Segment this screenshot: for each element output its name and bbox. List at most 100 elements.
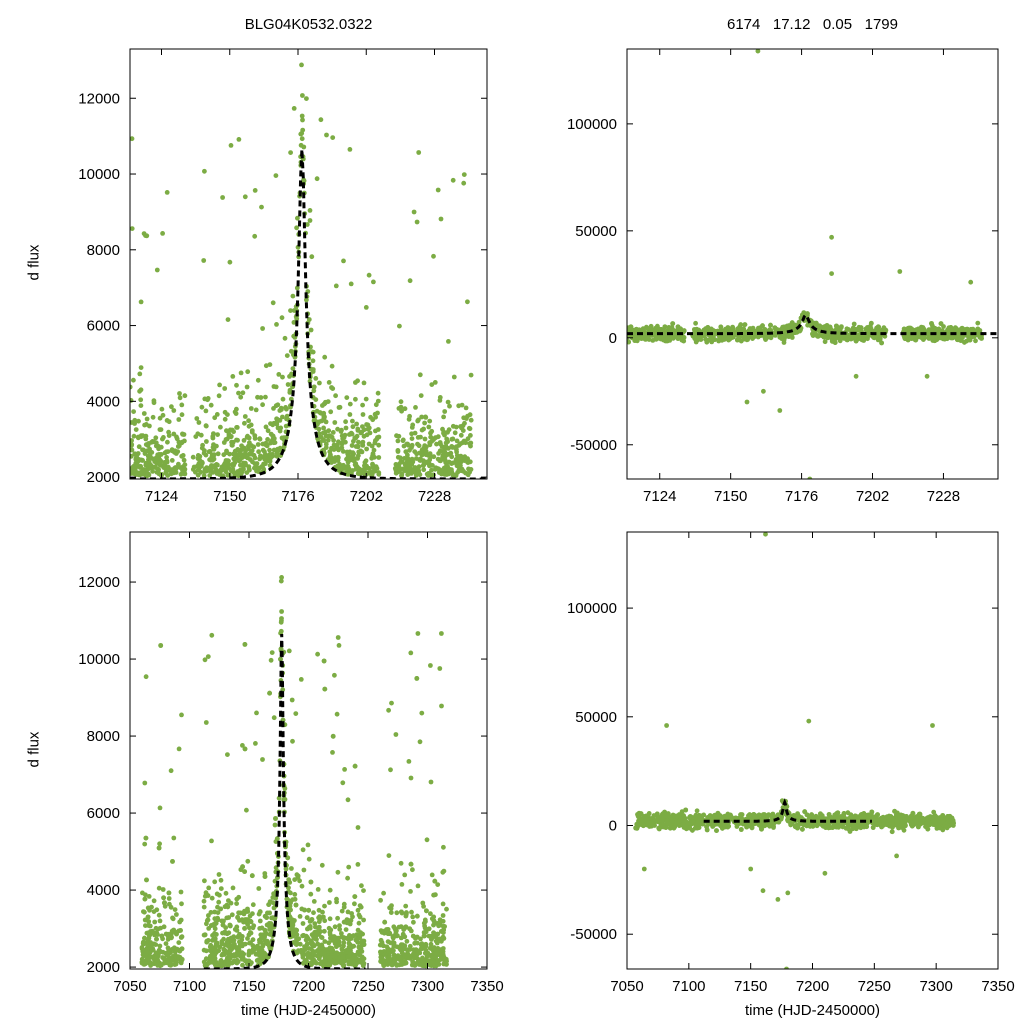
data-point xyxy=(389,700,394,706)
data-point xyxy=(131,409,137,414)
plot-area-bottom-right xyxy=(633,532,956,969)
series-photometry-bottom-right xyxy=(633,532,956,969)
data-point xyxy=(274,322,279,327)
data-point xyxy=(234,406,239,412)
data-point xyxy=(310,358,316,364)
data-point xyxy=(964,327,970,333)
data-point xyxy=(450,177,456,183)
data-point xyxy=(321,949,327,954)
data-point xyxy=(401,443,407,449)
data-point xyxy=(226,461,231,467)
data-point xyxy=(330,948,336,953)
chart-bottom-right: 7050 7100 7150 7200 7250 7300 7350-50000050000… xyxy=(567,531,1015,995)
data-point xyxy=(295,215,300,221)
data-point xyxy=(316,426,322,432)
data-point xyxy=(220,930,225,936)
data-point xyxy=(359,949,365,954)
data-point xyxy=(439,444,445,449)
data-point xyxy=(226,898,231,903)
data-point xyxy=(259,935,265,941)
data-point xyxy=(180,431,185,437)
data-point xyxy=(335,463,341,469)
data-point xyxy=(441,451,446,457)
data-point xyxy=(359,883,364,889)
data-point xyxy=(260,326,265,331)
data-point xyxy=(342,432,348,438)
data-point xyxy=(424,908,429,914)
data-point xyxy=(429,439,435,444)
data-point xyxy=(319,418,325,424)
data-point xyxy=(140,458,146,463)
data-point xyxy=(143,961,149,967)
data-point xyxy=(292,892,298,897)
data-point xyxy=(201,473,207,479)
data-point xyxy=(263,452,268,457)
data-point xyxy=(156,885,162,891)
data-point xyxy=(339,427,344,433)
data-point xyxy=(439,703,444,709)
data-point xyxy=(133,455,139,461)
data-point xyxy=(416,150,422,155)
data-point xyxy=(242,958,248,964)
y-tick-label: 0 xyxy=(609,330,617,347)
data-point xyxy=(318,434,324,440)
data-point xyxy=(347,401,353,407)
data-point xyxy=(441,927,446,933)
data-point xyxy=(282,335,288,341)
data-point xyxy=(322,903,327,909)
data-point xyxy=(378,949,383,955)
data-point xyxy=(319,942,325,948)
data-point xyxy=(289,866,294,871)
data-point xyxy=(330,750,335,755)
data-point xyxy=(929,326,935,332)
data-point xyxy=(975,326,981,332)
data-point xyxy=(353,435,359,441)
data-point xyxy=(308,891,314,897)
data-point xyxy=(141,411,147,416)
data-point xyxy=(226,954,232,960)
data-point xyxy=(255,442,261,447)
data-point xyxy=(468,372,474,378)
data-point xyxy=(298,677,304,682)
data-point xyxy=(371,447,377,453)
data-point xyxy=(468,433,473,438)
data-point xyxy=(431,930,436,936)
data-point xyxy=(414,676,420,681)
data-point xyxy=(422,436,428,442)
data-point xyxy=(315,651,320,657)
data-point xyxy=(179,901,184,907)
data-point xyxy=(222,386,228,391)
data-point xyxy=(278,405,284,411)
data-point xyxy=(393,462,399,467)
data-point xyxy=(206,885,212,891)
data-point xyxy=(209,463,214,468)
data-point xyxy=(423,929,429,935)
data-point xyxy=(440,901,446,907)
data-point xyxy=(361,427,367,433)
data-point xyxy=(979,336,984,341)
data-point xyxy=(171,835,177,841)
data-point xyxy=(168,904,174,910)
data-point xyxy=(316,915,322,921)
data-point xyxy=(337,923,342,928)
data-point xyxy=(413,405,418,410)
data-point xyxy=(364,432,370,438)
data-point xyxy=(226,959,232,964)
data-point xyxy=(467,412,473,418)
data-point xyxy=(220,195,226,200)
data-point xyxy=(410,867,415,873)
data-point xyxy=(218,877,224,883)
data-point xyxy=(432,380,438,385)
data-point xyxy=(210,937,216,943)
data-point xyxy=(179,957,185,962)
data-point xyxy=(268,657,274,663)
data-point xyxy=(155,452,161,458)
model-curve-top-right xyxy=(627,312,998,336)
data-point xyxy=(645,326,650,331)
data-point xyxy=(214,412,220,417)
data-point xyxy=(210,457,216,463)
data-point xyxy=(340,449,346,454)
data-point xyxy=(728,334,733,339)
data-point xyxy=(461,180,467,186)
data-point xyxy=(693,320,698,326)
